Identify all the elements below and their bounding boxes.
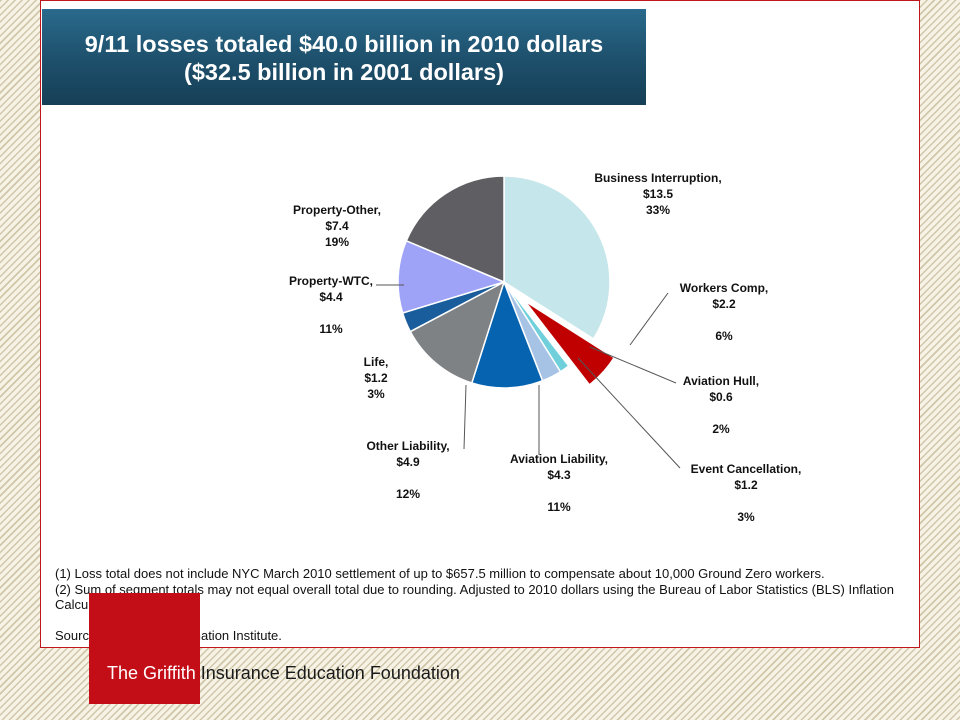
- slice-label-value-0: $13.5: [643, 187, 673, 201]
- pie-labels: Business Interruption, $13.5 33% Workers Co…: [289, 171, 801, 524]
- slice-label-value-3: $1.2: [734, 478, 758, 492]
- slice-label-value-2: $0.6: [709, 390, 733, 404]
- pie-slices: [397, 175, 616, 389]
- foundation-name: The Griffith Insurance Education Foundat…: [107, 663, 460, 684]
- logo-red-block: [89, 593, 200, 704]
- pie-leader-lines: [376, 284, 681, 469]
- title-line-2: ($32.5 billion in 2001 dollars): [184, 59, 504, 85]
- leader-line-1: [629, 292, 669, 346]
- slice-label-value-4: $4.3: [547, 468, 571, 482]
- footnote-1: (1) Loss total does not include NYC Marc…: [55, 566, 825, 581]
- slice-label-name-8: Property-Other,: [293, 203, 381, 217]
- leader-line-5: [463, 384, 467, 450]
- leader-line-2: [589, 346, 677, 384]
- leader-line-3: [577, 357, 681, 469]
- slice-label-pct-1: 6%: [715, 329, 733, 343]
- slice-label-pct-2: 2%: [712, 422, 730, 436]
- slice-label-pct-6: 3%: [367, 387, 385, 401]
- foundation-name-part-2: Insurance Education Foundation: [195, 663, 460, 683]
- slice-label-value-7: $4.4: [319, 290, 343, 304]
- title-line-1: 9/11 losses totaled $40.0 billion in 201…: [84, 31, 604, 57]
- slice-label-pct-0: 33%: [646, 203, 670, 217]
- slice-label-pct-4: 11%: [547, 500, 571, 514]
- chart-title-banner: 9/11 losses totaled $40.0 billion in 201…: [42, 9, 646, 105]
- slice-label-value-5: $4.9: [396, 455, 420, 469]
- slice-label-name-4: Aviation Liability,: [510, 452, 608, 466]
- pie-slice-7: [397, 239, 507, 314]
- pie-slice-8: [405, 175, 505, 284]
- foundation-name-part-1: The Griffith: [107, 663, 196, 683]
- slice-label-pct-5: 12%: [396, 487, 420, 501]
- pie-slice-5: [409, 280, 506, 384]
- slice-label-name-6: Life,: [364, 355, 389, 369]
- slice-label-name-7: Property-WTC,: [289, 274, 373, 288]
- pie-slice-4: [470, 279, 544, 389]
- slice-label-pct-7: 11%: [319, 322, 343, 336]
- slice-label-value-8: $7.4: [325, 219, 349, 233]
- pie-slice-1: [524, 300, 616, 386]
- slice-label-value-6: $1.2: [364, 371, 388, 385]
- slice-label-name-1: Workers Comp,: [680, 281, 768, 295]
- slice-label-pct-8: 19%: [325, 235, 349, 249]
- slice-label-name-0: Business Interruption,: [594, 171, 721, 185]
- slice-label-name-2: Aviation Hull,: [683, 374, 759, 388]
- slice-label-value-1: $2.2: [712, 297, 736, 311]
- pie-slice-0: [503, 175, 611, 340]
- slice-label-name-3: Event Cancellation,: [691, 462, 802, 476]
- slice-label-name-5: Other Liability,: [366, 439, 449, 453]
- slice-label-pct-3: 3%: [737, 510, 755, 524]
